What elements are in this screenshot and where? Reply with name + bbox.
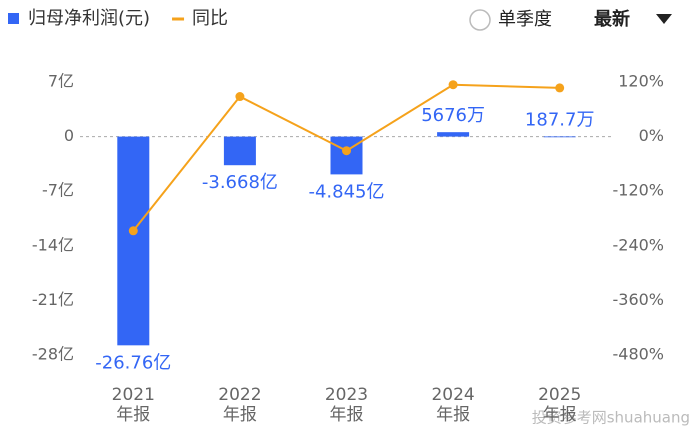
y2-tick-label: 120% [618, 72, 664, 91]
period-toggle[interactable]: 单季度 [498, 9, 552, 30]
y-tick-label: -7亿 [42, 181, 74, 200]
x-tick-label: 2022 [218, 385, 261, 405]
y-tick-label: 7亿 [48, 72, 74, 91]
bar [543, 136, 576, 138]
bar [223, 136, 256, 166]
x-tick-label: 年报 [116, 405, 150, 425]
y2-tick-label: 0% [639, 126, 664, 145]
y-tick-label: -28亿 [32, 345, 74, 364]
legend-swatch [8, 13, 19, 24]
line-point [128, 226, 138, 236]
bar [437, 132, 470, 137]
value-label: 5676万 [421, 105, 485, 126]
value-label: -3.668亿 [202, 172, 278, 193]
x-tick-label: 年报 [436, 405, 470, 425]
value-label: 187.7万 [525, 109, 595, 130]
value-label: -26.76亿 [95, 352, 171, 373]
y2-tick-label: -480% [612, 345, 664, 364]
y-tick-label: -14亿 [32, 235, 74, 254]
line-point [342, 146, 351, 156]
x-tick-label: 年报 [330, 405, 364, 425]
line-point [235, 92, 245, 102]
bar [117, 136, 150, 346]
line-point [448, 80, 458, 90]
x-tick-label: 2024 [431, 385, 474, 405]
dropdown-arrow[interactable] [656, 14, 672, 24]
y2-tick-label: -240% [612, 235, 664, 254]
x-tick-label: 年报 [223, 405, 257, 425]
watermark: 投资参考网shuahuang [532, 409, 690, 427]
x-tick-label: 2021 [112, 385, 155, 405]
y-tick-label: -21亿 [32, 290, 74, 309]
legend-label: 归母净利润(元) [28, 8, 150, 29]
radio-button[interactable] [469, 9, 491, 31]
legend-label: 同比 [192, 8, 228, 29]
y2-tick-label: -360% [612, 290, 664, 309]
bar [330, 136, 363, 175]
sort-dropdown[interactable]: 最新 [594, 8, 630, 30]
x-tick-label: 2023 [325, 385, 368, 405]
x-tick-label: 2025 [538, 385, 581, 405]
x-tick-label: 年报 [543, 405, 577, 425]
y-tick-label: 0 [64, 126, 74, 145]
y2-tick-label: -120% [612, 181, 664, 200]
line-point [555, 83, 565, 93]
value-label: -4.845亿 [308, 181, 384, 202]
